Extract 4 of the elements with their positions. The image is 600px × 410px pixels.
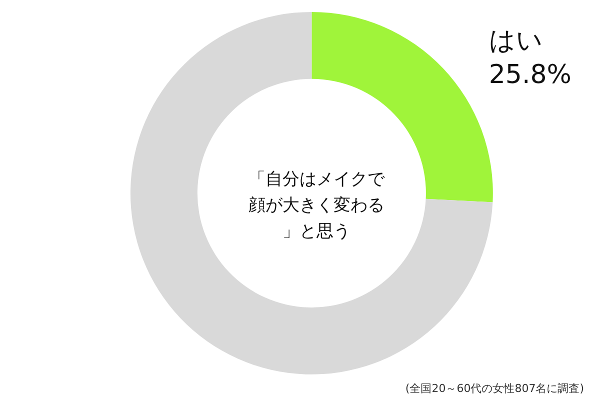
text: 「自分はメイクで顔が大きく変わる」と思う [248, 170, 386, 242]
data-label: 25.8% [488, 60, 572, 90]
text: (全国20～60代の女性807名に調査) [405, 382, 584, 395]
slice-label: はい [488, 26, 543, 56]
